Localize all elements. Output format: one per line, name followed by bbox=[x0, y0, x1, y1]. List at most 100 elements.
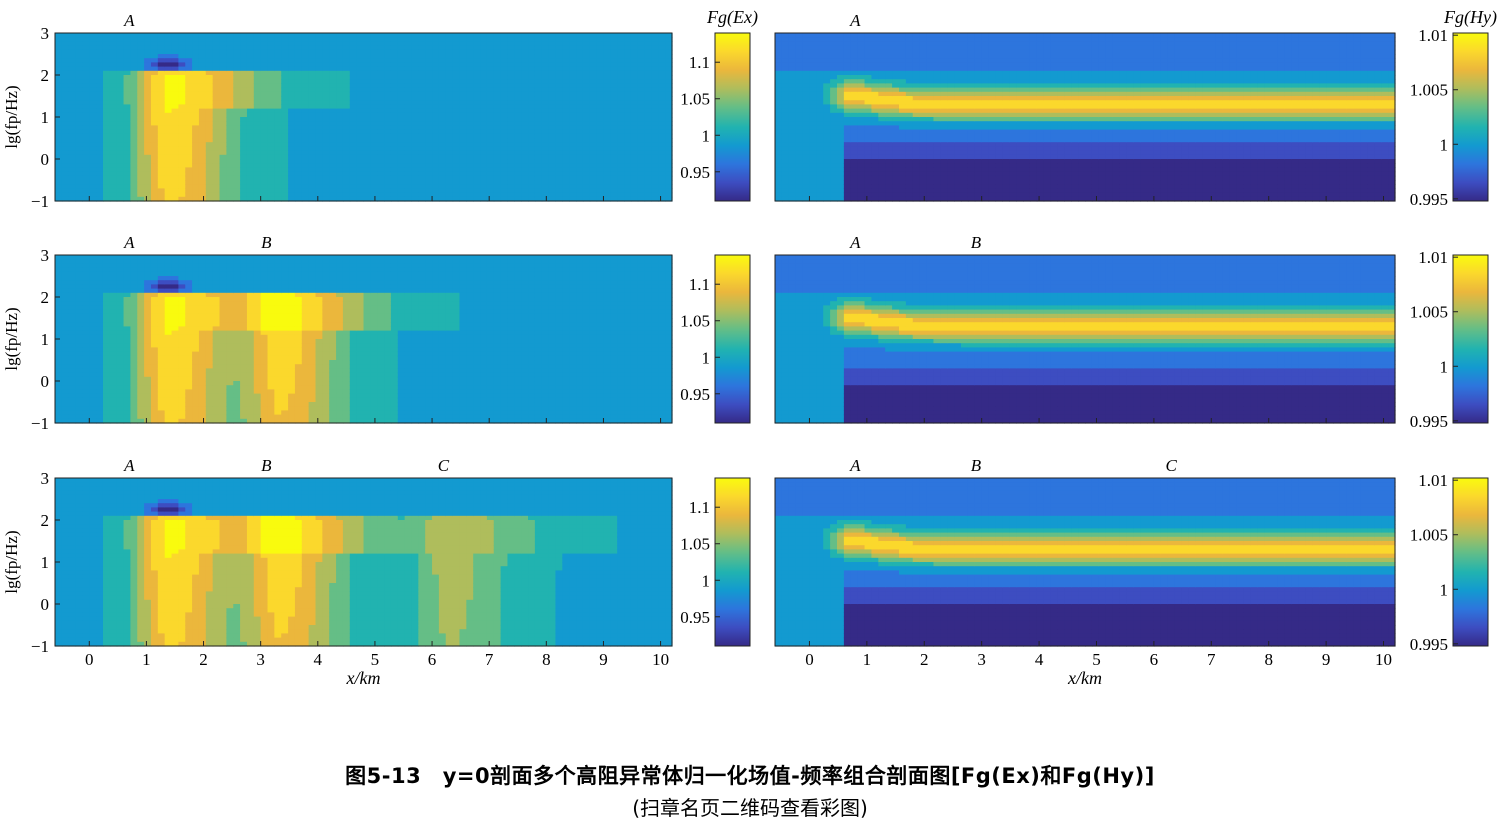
heatmap-cell bbox=[268, 83, 275, 88]
heatmap-cell bbox=[487, 83, 494, 88]
heatmap-cell bbox=[274, 67, 281, 72]
heatmap-cell bbox=[823, 71, 830, 76]
heatmap-cell bbox=[576, 193, 583, 198]
heatmap-cell bbox=[69, 75, 76, 80]
heatmap-cell bbox=[521, 142, 528, 147]
heatmap-cell bbox=[281, 37, 288, 42]
heatmap-cell bbox=[851, 121, 858, 126]
heatmap-cell bbox=[809, 130, 816, 135]
heatmap-cell bbox=[446, 134, 453, 139]
heatmap-cell bbox=[268, 167, 275, 172]
heatmap-cell bbox=[865, 79, 872, 84]
heatmap-cell bbox=[1002, 46, 1009, 51]
heatmap-cell bbox=[603, 83, 610, 88]
heatmap-cell bbox=[871, 159, 878, 164]
heatmap-cell bbox=[913, 33, 920, 38]
heatmap-cell bbox=[535, 138, 542, 143]
heatmap-cell bbox=[885, 121, 892, 126]
heatmap-cell bbox=[62, 151, 69, 156]
heatmap-cell bbox=[281, 75, 288, 80]
heatmap-cell bbox=[233, 121, 240, 126]
heatmap-cell bbox=[55, 109, 62, 114]
heatmap-cell bbox=[865, 184, 872, 189]
heatmap-cell bbox=[844, 184, 851, 189]
heatmap-cell bbox=[62, 71, 69, 76]
heatmap-cell bbox=[933, 79, 940, 84]
heatmap-cell bbox=[453, 41, 460, 46]
heatmap-cell bbox=[528, 176, 535, 181]
heatmap-cell bbox=[261, 46, 268, 51]
heatmap-cell bbox=[281, 71, 288, 76]
heatmap-cell bbox=[220, 37, 227, 42]
heatmap-cell bbox=[549, 50, 556, 55]
heatmap-cell bbox=[597, 92, 604, 97]
heatmap-cell bbox=[384, 159, 391, 164]
heatmap-cell bbox=[89, 125, 96, 130]
heatmap-cell bbox=[1002, 155, 1009, 160]
heatmap-cell bbox=[631, 176, 638, 181]
heatmap-cell bbox=[439, 58, 446, 63]
heatmap-cell bbox=[562, 50, 569, 55]
heatmap-cell bbox=[110, 33, 117, 38]
heatmap-cell bbox=[501, 37, 508, 42]
heatmap-cell bbox=[968, 163, 975, 168]
heatmap-cell bbox=[418, 172, 425, 177]
heatmap-cell bbox=[364, 167, 371, 172]
heatmap-cell bbox=[590, 193, 597, 198]
heatmap-cell bbox=[1002, 172, 1009, 177]
heatmap-cell bbox=[968, 100, 975, 105]
heatmap-cell bbox=[830, 151, 837, 156]
heatmap-cell bbox=[809, 109, 816, 114]
heatmap-cell bbox=[1002, 67, 1009, 72]
heatmap-cell bbox=[316, 167, 323, 172]
heatmap-cell bbox=[892, 172, 899, 177]
heatmap-cell bbox=[350, 100, 357, 105]
heatmap-cell bbox=[158, 138, 165, 143]
heatmap-cell bbox=[247, 146, 254, 151]
heatmap-cell bbox=[878, 92, 885, 97]
heatmap-cell bbox=[281, 50, 288, 55]
heatmap-cell bbox=[480, 130, 487, 135]
heatmap-cell bbox=[357, 33, 364, 38]
heatmap-cell bbox=[507, 151, 514, 156]
heatmap-cell bbox=[398, 83, 405, 88]
heatmap-cell bbox=[610, 172, 617, 177]
heatmap-cell bbox=[130, 83, 137, 88]
heatmap-cell bbox=[789, 167, 796, 172]
heatmap-cell bbox=[995, 37, 1002, 42]
heatmap-cell bbox=[336, 37, 343, 42]
heatmap-cell bbox=[487, 100, 494, 105]
heatmap-cell bbox=[858, 58, 865, 63]
heatmap-cell bbox=[261, 71, 268, 76]
heatmap-cell bbox=[975, 134, 982, 139]
heatmap-cell bbox=[576, 100, 583, 105]
heatmap-cell bbox=[947, 184, 954, 189]
heatmap-cell bbox=[316, 184, 323, 189]
heatmap-cell bbox=[837, 184, 844, 189]
heatmap-cell bbox=[521, 96, 528, 101]
heatmap-cell bbox=[982, 96, 989, 101]
heatmap-cell bbox=[343, 79, 350, 84]
heatmap-cell bbox=[885, 167, 892, 172]
heatmap-cell bbox=[823, 104, 830, 109]
heatmap-cell bbox=[124, 58, 131, 63]
heatmap-cell bbox=[226, 121, 233, 126]
heatmap-cell bbox=[933, 96, 940, 101]
heatmap-cell bbox=[274, 83, 281, 88]
heatmap-cell bbox=[137, 134, 144, 139]
heatmap-cell bbox=[110, 54, 117, 59]
heatmap-cell bbox=[103, 67, 110, 72]
heatmap-cell bbox=[405, 67, 412, 72]
heatmap-cell bbox=[858, 188, 865, 193]
heatmap-cell bbox=[69, 46, 76, 51]
heatmap-cell bbox=[645, 46, 652, 51]
heatmap-cell bbox=[439, 163, 446, 168]
heatmap-cell bbox=[542, 88, 549, 93]
heatmap-cell bbox=[233, 96, 240, 101]
heatmap-cell bbox=[350, 46, 357, 51]
heatmap-cell bbox=[603, 130, 610, 135]
heatmap-cell bbox=[961, 121, 968, 126]
heatmap-cell bbox=[220, 130, 227, 135]
heatmap-cell bbox=[631, 193, 638, 198]
heatmap-cell bbox=[302, 62, 309, 67]
